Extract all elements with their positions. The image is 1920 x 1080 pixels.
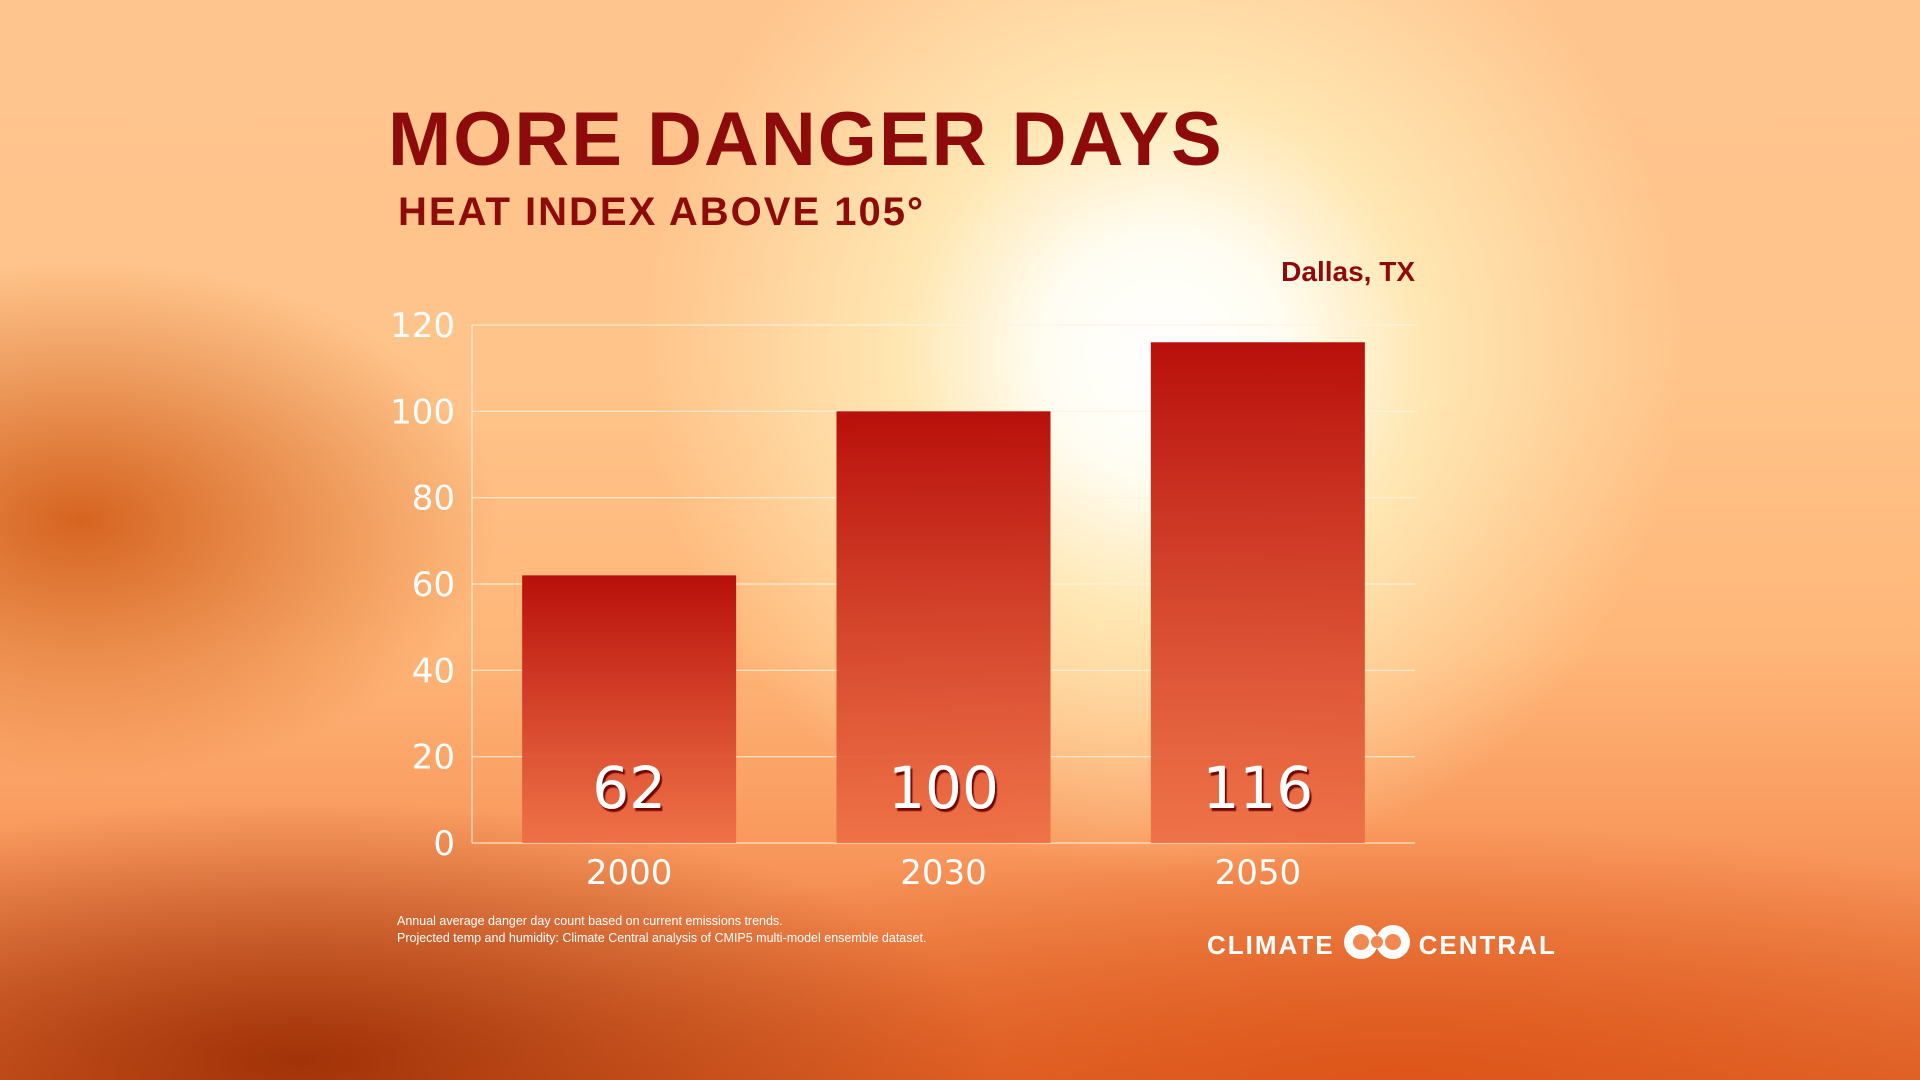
logo-text-right: CENTRAL bbox=[1418, 929, 1557, 960]
y-tick-label: 100 bbox=[390, 392, 455, 432]
data-label: 62 bbox=[592, 754, 666, 822]
data-label: 100 bbox=[888, 754, 999, 822]
y-tick-label: 20 bbox=[412, 738, 455, 778]
data-label: 116 bbox=[1202, 754, 1313, 822]
footnote-line: Annual average danger day count based on… bbox=[397, 914, 783, 928]
footnote: Annual average danger day count based on… bbox=[397, 913, 997, 947]
bar bbox=[1150, 342, 1365, 843]
bar bbox=[836, 411, 1051, 843]
y-tick-label: 40 bbox=[412, 651, 455, 691]
logo-text-left: CLIMATE bbox=[1207, 929, 1335, 960]
chart-title: MORE DANGER DAYS bbox=[388, 97, 1224, 182]
x-tick-label: 2030 bbox=[900, 853, 987, 893]
location-label: Dallas, TX bbox=[1281, 256, 1415, 287]
y-tick-label: 80 bbox=[412, 479, 455, 519]
x-tick-label: 2050 bbox=[1215, 853, 1302, 893]
chart-subtitle: HEAT INDEX ABOVE 105° bbox=[398, 190, 925, 234]
footnote-line: Projected temp and humidity: Climate Cen… bbox=[397, 931, 927, 945]
climate-central-rings-icon bbox=[1341, 922, 1413, 969]
y-tick-label: 120 bbox=[390, 306, 455, 346]
x-tick-label: 2000 bbox=[586, 853, 673, 893]
y-tick-label: 60 bbox=[412, 565, 455, 605]
bars bbox=[522, 342, 1365, 843]
climate-central-logo: CLIMATE CENTRAL bbox=[1207, 922, 1557, 968]
bar bbox=[522, 575, 737, 843]
y-tick-label: 0 bbox=[433, 824, 455, 864]
labels: 0 20 40 60 80 100 120 62 2000 100 2030 116 2050 bbox=[390, 306, 1313, 893]
